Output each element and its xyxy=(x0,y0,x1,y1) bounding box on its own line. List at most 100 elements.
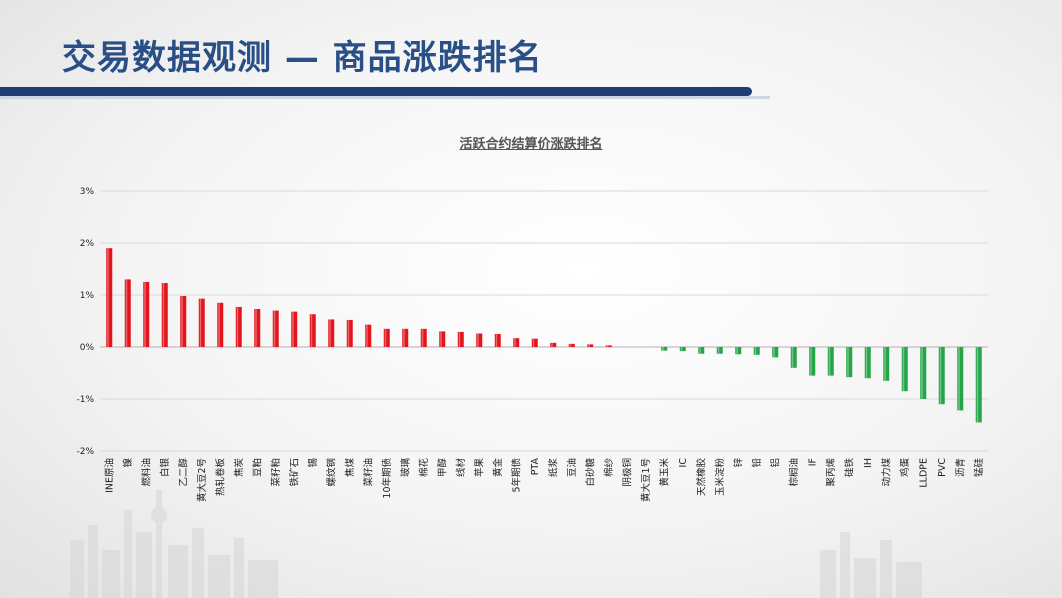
bar-highlight xyxy=(810,347,812,376)
x-tick-label: IC xyxy=(678,458,689,468)
y-tick-label: 1% xyxy=(80,291,95,301)
bar-highlight xyxy=(662,347,664,351)
bar-highlight xyxy=(754,347,757,355)
x-tick-label: 线材 xyxy=(455,458,467,478)
bar-rise xyxy=(457,331,464,347)
bar-fall xyxy=(790,347,797,368)
bar-rise xyxy=(494,334,501,347)
y-tick-label: -2% xyxy=(76,447,94,457)
y-tick-label: -1% xyxy=(76,395,94,405)
x-tick-label: 黄大豆2号 xyxy=(196,458,208,502)
bar-highlight xyxy=(477,333,479,347)
x-tick-label: 鸡蛋 xyxy=(899,458,911,478)
bar-rise xyxy=(383,328,390,347)
bar-highlight xyxy=(958,347,960,411)
x-tick-label: 动力煤 xyxy=(880,458,892,487)
bar-highlight xyxy=(347,319,350,347)
bar-highlight xyxy=(292,311,294,347)
bar-fall xyxy=(698,347,705,354)
x-tick-label: 锰硅 xyxy=(973,458,985,478)
x-tick-label: 铝 xyxy=(769,458,781,468)
bar-highlight xyxy=(588,344,590,347)
x-tick-label: PVC xyxy=(937,458,948,477)
x-tick-label: 焦炭 xyxy=(233,458,245,478)
bar-highlight xyxy=(791,347,794,368)
title-bar xyxy=(0,87,752,96)
bar-fall xyxy=(735,347,742,355)
x-tick-label: 纸浆 xyxy=(547,458,559,478)
bar-highlight xyxy=(125,279,128,347)
bar-highlight xyxy=(218,302,220,347)
bar-rise xyxy=(365,324,372,347)
bar-rise xyxy=(587,344,594,347)
x-tick-label: 黄大豆1号 xyxy=(640,458,652,502)
x-tick-label: 菜籽粕 xyxy=(270,458,282,487)
bar-rise xyxy=(531,338,538,347)
bar-fall xyxy=(827,347,834,376)
bar-highlight xyxy=(884,347,886,381)
x-tick-label: 黄玉米 xyxy=(658,458,670,487)
bar-fall xyxy=(809,347,816,376)
x-tick-label: 苹果 xyxy=(473,458,485,478)
y-tick-label: 3% xyxy=(80,187,95,197)
bar-highlight xyxy=(717,347,720,354)
bar-highlight xyxy=(107,248,109,347)
bar-highlight xyxy=(199,298,202,347)
bar-rise xyxy=(180,296,187,347)
bar-rise xyxy=(235,306,242,347)
x-tick-label: 白银 xyxy=(159,458,171,478)
bar-highlight xyxy=(440,331,442,347)
bar-rise xyxy=(291,311,298,347)
bar-highlight xyxy=(551,342,553,347)
x-tick-label: 甲醇 xyxy=(436,458,448,478)
bar-rise xyxy=(309,314,316,347)
title-bar-shadow xyxy=(0,96,770,99)
bar-highlight xyxy=(902,347,905,392)
bar-highlight xyxy=(329,319,331,347)
x-tick-label: 铁矿石 xyxy=(288,458,300,487)
bar-rise xyxy=(439,331,446,347)
bar-rise xyxy=(420,328,427,347)
bar-fall xyxy=(679,347,686,352)
x-tick-label: 棉花 xyxy=(418,458,430,478)
x-tick-label: 豆粕 xyxy=(251,458,263,477)
bar-rise xyxy=(272,310,279,347)
bar-highlight xyxy=(847,347,849,378)
bar-highlight xyxy=(384,328,387,347)
bar-fall xyxy=(772,347,779,358)
x-tick-label: 黄金 xyxy=(492,458,504,478)
bar-highlight xyxy=(366,324,368,347)
bar-fall xyxy=(957,347,964,411)
bar-fall xyxy=(753,347,760,355)
bar-rise xyxy=(254,309,261,347)
bar-rise xyxy=(328,319,335,347)
y-tick-label: 0% xyxy=(80,343,95,353)
slide-title: 交易数据观测 — 商品涨跌排名 xyxy=(62,38,543,78)
x-tick-label: 热轧卷板 xyxy=(214,458,226,497)
x-tick-label: INE原油 xyxy=(103,458,115,493)
bar-rise xyxy=(402,328,409,347)
bar-rise xyxy=(476,333,483,347)
bar-highlight xyxy=(532,338,535,347)
bar-fall xyxy=(975,347,982,423)
bar-fall xyxy=(901,347,908,392)
x-tick-label: 豆油 xyxy=(566,458,578,477)
bar-rise xyxy=(605,345,612,347)
x-tick-label: LLDPE xyxy=(918,458,929,488)
bar-highlight xyxy=(939,347,942,405)
x-tick-label: 棉纱 xyxy=(603,458,615,478)
bar-rise xyxy=(106,248,113,347)
bar-highlight xyxy=(976,347,979,423)
bar-highlight xyxy=(865,347,868,379)
bar-highlight xyxy=(514,338,516,347)
bar-rise xyxy=(550,342,557,347)
x-tick-label: 聚丙烯 xyxy=(825,458,837,487)
y-tick-label: 2% xyxy=(80,239,95,249)
bar-fall xyxy=(661,347,668,351)
x-tick-label: IH xyxy=(863,458,874,468)
x-tick-label: 棕榈油 xyxy=(788,458,800,487)
bar-highlight xyxy=(273,310,276,347)
bar-highlight xyxy=(310,314,313,347)
bar-highlight xyxy=(255,309,257,347)
bar-highlight xyxy=(828,347,831,376)
